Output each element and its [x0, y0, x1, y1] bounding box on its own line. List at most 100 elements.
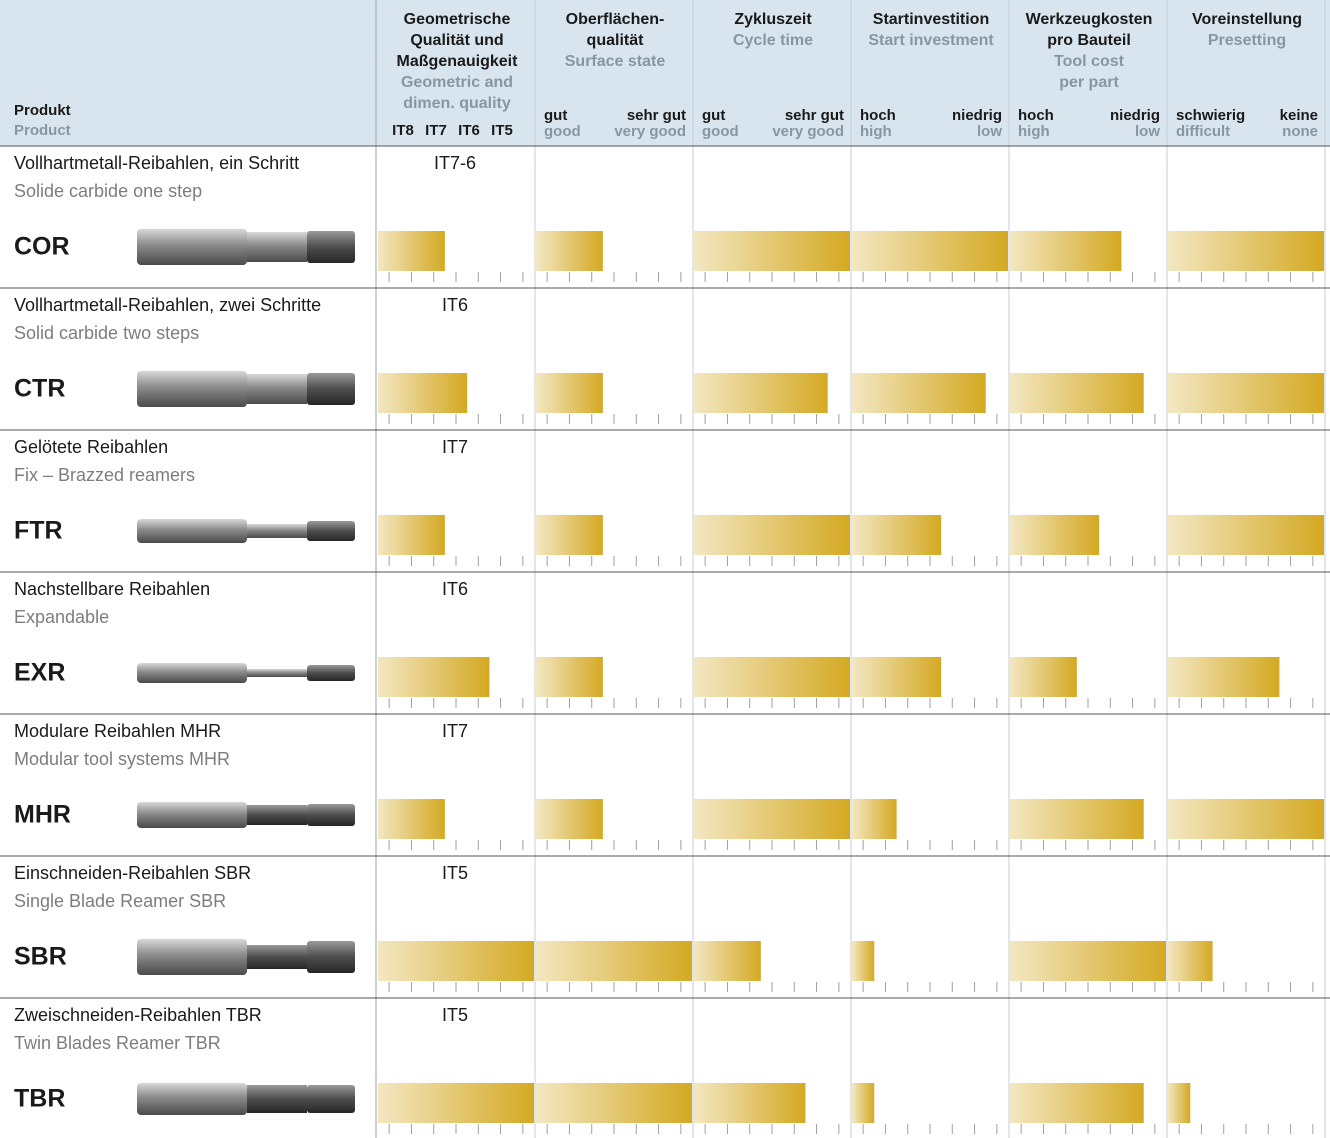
product-code: EXR — [14, 659, 65, 687]
rating-bar — [1168, 1083, 1191, 1123]
rating-bar — [1010, 515, 1100, 555]
rating-bar — [1010, 231, 1122, 271]
scale-label: IT7 — [425, 122, 447, 139]
quality: IT7 — [442, 437, 468, 457]
rating-bar — [1168, 799, 1324, 839]
rating-bar — [852, 231, 1008, 271]
rating-bar — [1168, 941, 1213, 981]
column-title: qualität — [587, 32, 645, 49]
product-name: Vollhartmetall-Reibahlen, zwei Schritte — [14, 295, 321, 315]
rating-bar — [1010, 1083, 1144, 1123]
product-name: Nachstellbare Reibahlen — [14, 579, 210, 599]
rating-bar — [536, 941, 692, 981]
column-subtitle: Presetting — [1208, 32, 1286, 49]
rating-bar — [694, 1083, 806, 1123]
header-background — [0, 0, 1330, 146]
rating-bar — [378, 941, 534, 981]
quality: IT5 — [442, 863, 468, 883]
rating-bar — [536, 231, 603, 271]
product-name: Gelötete Reibahlen — [14, 437, 168, 457]
scale-right-en: low — [977, 123, 1002, 140]
rating-bar — [378, 657, 490, 697]
rating-bar — [1010, 799, 1144, 839]
product-header: Produkt — [14, 102, 71, 119]
scale-left: schwierig — [1176, 107, 1245, 124]
rating-bar — [852, 373, 986, 413]
product-code: MHR — [14, 801, 71, 829]
column-title: Zykluszeit — [734, 11, 812, 28]
tool-image — [137, 939, 355, 975]
column-title: Geometrische — [404, 11, 511, 28]
rating-bar — [852, 657, 942, 697]
product-name-en: Solid carbide two steps — [14, 323, 199, 343]
quality: IT7-6 — [434, 153, 476, 173]
product-header-en: Product — [14, 122, 71, 139]
column-subtitle: Tool cost — [1054, 53, 1125, 70]
rating-bar — [694, 515, 850, 555]
scale-right: sehr gut — [785, 107, 844, 124]
scale-left: gut — [544, 107, 567, 124]
scale-right-en: low — [1135, 123, 1160, 140]
column-subtitle: per part — [1059, 74, 1119, 91]
rating-bar — [378, 231, 445, 271]
scale-right: keine — [1280, 107, 1318, 124]
product-name-en: Twin Blades Reamer TBR — [14, 1033, 221, 1053]
column-title: Voreinstellung — [1192, 11, 1302, 28]
rating-bar — [1168, 373, 1324, 413]
scale-left-en: good — [544, 123, 581, 140]
product-name-en: Single Blade Reamer SBR — [14, 891, 226, 911]
rating-bar — [1168, 657, 1280, 697]
scale-left: hoch — [1018, 107, 1054, 124]
product-name-en: Expandable — [14, 607, 109, 627]
quality: IT6 — [442, 295, 468, 315]
rating-bar — [378, 515, 445, 555]
product-code: FTR — [14, 517, 63, 545]
column-title: Startinvestition — [873, 11, 989, 28]
scale-label: IT8 — [392, 122, 414, 139]
rating-bar — [852, 941, 875, 981]
column-title: Qualität und — [410, 32, 503, 49]
product-name-en: Solide carbide one step — [14, 181, 202, 201]
rating-bar — [694, 373, 828, 413]
rating-bar — [852, 1083, 875, 1123]
scale-right-en: very good — [772, 123, 844, 140]
scale-right-en: very good — [614, 123, 686, 140]
scale-right: sehr gut — [627, 107, 686, 124]
product-name: Zweischneiden-Reibahlen TBR — [14, 1005, 262, 1025]
column-subtitle: Surface state — [565, 53, 666, 70]
scale-left-en: good — [702, 123, 739, 140]
column-subtitle: dimen. quality — [403, 95, 511, 112]
scale-left: gut — [702, 107, 725, 124]
product-name-en: Modular tool systems MHR — [14, 749, 230, 769]
scale-label: IT5 — [491, 122, 513, 139]
product-code: SBR — [14, 943, 67, 971]
rating-bar — [378, 1083, 534, 1123]
tool-image — [137, 229, 355, 265]
quality: IT6 — [442, 579, 468, 599]
rating-bar — [536, 373, 603, 413]
product-name: Vollhartmetall-Reibahlen, ein Schritt — [14, 153, 299, 173]
rating-bar — [694, 941, 761, 981]
scale-left: hoch — [860, 107, 896, 124]
rating-bar — [1010, 657, 1077, 697]
tool-image — [137, 371, 355, 407]
tool-image — [137, 802, 355, 828]
product-code: TBR — [14, 1085, 65, 1113]
rating-bar — [694, 799, 850, 839]
tool-image — [137, 519, 355, 543]
rating-bar — [536, 1083, 692, 1123]
column-title: Werkzeugkosten — [1026, 11, 1153, 28]
rating-bar — [536, 799, 603, 839]
rating-bar — [378, 373, 468, 413]
rating-bar — [852, 515, 942, 555]
rating-bar — [852, 799, 897, 839]
column-subtitle: Start investment — [868, 32, 994, 49]
quality: IT7 — [442, 721, 468, 741]
column-subtitle: Cycle time — [733, 32, 813, 49]
quality: IT5 — [442, 1005, 468, 1025]
column-title: pro Bauteil — [1047, 32, 1131, 49]
rating-bar — [378, 799, 445, 839]
rating-bar — [536, 657, 603, 697]
rating-bar — [1010, 941, 1166, 981]
